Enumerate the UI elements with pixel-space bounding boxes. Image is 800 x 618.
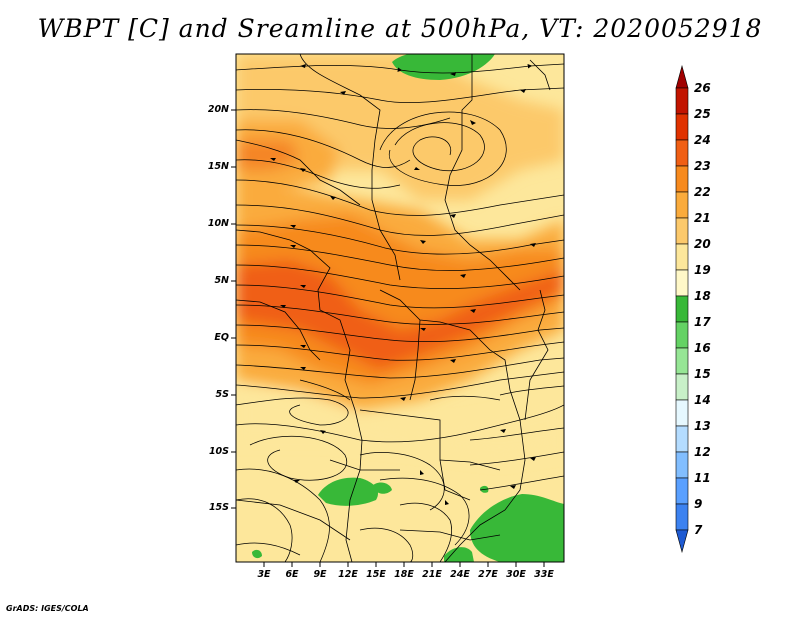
lat-label-eq: EQ	[214, 332, 229, 343]
colorbar-segment	[675, 295, 689, 323]
colorbar	[675, 64, 689, 554]
lon-label-18e: 18E	[394, 569, 414, 580]
colorbar-label-15: 15	[694, 367, 711, 381]
colorbar-segment	[675, 165, 689, 193]
colorbar-label-21: 21	[694, 211, 711, 225]
map-title: WBPT [C] and Sreamline at 500hPa, VT: 20…	[37, 14, 763, 43]
map-frame	[235, 53, 565, 563]
lat-label-10s: 10S	[208, 446, 229, 457]
colorbar-label-17: 17	[694, 315, 711, 329]
colorbar-segment	[675, 399, 689, 427]
colorbar-segment	[675, 373, 689, 401]
colorbar-segment	[675, 503, 689, 531]
lon-label-24e: 24E	[450, 569, 470, 580]
lon-label-9e: 9E	[313, 569, 327, 580]
colorbar-segment	[675, 451, 689, 479]
colorbar-segment	[675, 243, 689, 271]
colorbar-segment	[675, 347, 689, 375]
colorbar-segment	[675, 529, 689, 554]
colorbar-segment	[675, 217, 689, 245]
lon-label-30e: 30E	[506, 569, 526, 580]
colorbar-label-23: 23	[694, 159, 711, 173]
colorbar-segment	[675, 321, 689, 349]
colorbar-label-9: 9	[694, 497, 703, 511]
grads-credit: GrADS: IGES/COLA	[6, 604, 89, 613]
lon-label-6e: 6E	[285, 569, 299, 580]
colorbar-label-18: 18	[694, 289, 711, 303]
lon-label-33e: 33E	[534, 569, 554, 580]
colorbar-segment	[675, 425, 689, 453]
lon-label-12e: 12E	[338, 569, 358, 580]
colorbar-label-25: 25	[694, 107, 711, 121]
latitude-ticks	[231, 109, 236, 509]
country-borders	[236, 54, 551, 562]
colorbar-segment	[675, 113, 689, 141]
green-patches	[252, 54, 564, 562]
lat-label-15s: 15S	[208, 502, 229, 513]
colorbar-segment	[675, 64, 689, 89]
colorbar-label-14: 14	[694, 393, 711, 407]
map-plot-area	[236, 54, 564, 562]
colorbar-label-16: 16	[694, 341, 711, 355]
stream-arrows	[270, 64, 536, 505]
colorbar-label-26: 26	[694, 81, 711, 95]
colorbar-label-12: 12	[694, 445, 711, 459]
streamlines	[236, 63, 564, 562]
colorbar-label-22: 22	[694, 185, 711, 199]
lon-label-15e: 15E	[366, 569, 386, 580]
colorbar-label-24: 24	[694, 133, 711, 147]
colorbar-label-11: 11	[694, 471, 711, 485]
lat-label-10n: 10N	[207, 218, 229, 229]
colorbar-segment	[675, 269, 689, 297]
colorbar-label-13: 13	[694, 419, 711, 433]
colorbar-label-7: 7	[694, 523, 703, 537]
colorbar-label-19: 19	[694, 263, 711, 277]
colorbar-label-20: 20	[694, 237, 711, 251]
lon-label-27e: 27E	[478, 569, 498, 580]
lat-label-5n: 5N	[214, 275, 229, 286]
lon-label-3e: 3E	[257, 569, 271, 580]
colorbar-segment	[675, 477, 689, 505]
lat-label-5s: 5S	[215, 389, 229, 400]
colorbar-segment	[675, 87, 689, 115]
colorbar-segment	[675, 139, 689, 167]
longitude-ticks	[263, 562, 545, 567]
colorbar-segment	[675, 191, 689, 219]
lon-label-21e: 21E	[422, 569, 442, 580]
lat-label-20n: 20N	[207, 104, 229, 115]
lat-label-15n: 15N	[207, 161, 229, 172]
